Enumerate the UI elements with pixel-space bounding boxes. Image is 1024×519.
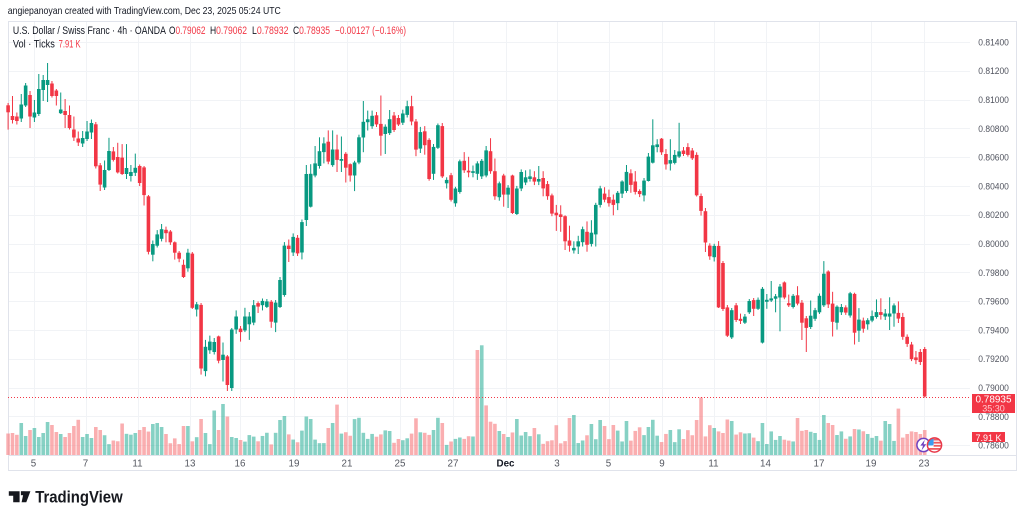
svg-text:21: 21 <box>342 458 353 469</box>
svg-text:L0.78932: L0.78932 <box>252 25 289 37</box>
svg-text:0.80600: 0.80600 <box>978 153 1009 164</box>
svg-text:9: 9 <box>659 458 664 469</box>
svg-text:−0.00127 (−0.16%): −0.00127 (−0.16%) <box>335 25 406 37</box>
svg-text:27: 27 <box>448 458 459 469</box>
svg-text:5: 5 <box>606 458 612 469</box>
svg-text:0.78935: 0.78935 <box>975 394 1012 405</box>
svg-text:0.79000: 0.79000 <box>978 383 1009 394</box>
svg-text:11: 11 <box>132 458 142 469</box>
svg-text:35:30: 35:30 <box>982 403 1005 413</box>
svg-text:0.80200: 0.80200 <box>978 210 1009 221</box>
svg-text:7.91 K: 7.91 K <box>975 432 1002 443</box>
svg-text:19: 19 <box>289 458 300 469</box>
svg-text:C0.78935: C0.78935 <box>293 25 330 37</box>
svg-text:3: 3 <box>554 458 560 469</box>
svg-text:25: 25 <box>395 458 406 469</box>
svg-text:0.80800: 0.80800 <box>978 124 1009 135</box>
svg-text:Vol · Ticks: Vol · Ticks <box>13 38 56 50</box>
svg-text:0.80400: 0.80400 <box>978 181 1009 192</box>
svg-text:19: 19 <box>866 458 877 469</box>
svg-text:13: 13 <box>185 458 196 469</box>
svg-text:17: 17 <box>814 458 825 469</box>
svg-text:0.79400: 0.79400 <box>978 325 1009 336</box>
svg-text:7: 7 <box>83 458 88 469</box>
svg-text:0.79800: 0.79800 <box>978 268 1009 279</box>
svg-text:U.S. Dollar / Swiss Franc · 4h: U.S. Dollar / Swiss Franc · 4h · OANDA <box>13 25 167 37</box>
svg-text:0.79600: 0.79600 <box>978 297 1009 308</box>
svg-text:0.81400: 0.81400 <box>978 37 1009 48</box>
svg-text:Dec: Dec <box>497 458 516 469</box>
svg-text:23: 23 <box>919 458 930 469</box>
svg-text:0.79200: 0.79200 <box>978 354 1009 365</box>
svg-text:0.80000: 0.80000 <box>978 239 1009 250</box>
svg-text:O0.79062: O0.79062 <box>169 25 206 37</box>
svg-text:angiepanoyan created with Trad: angiepanoyan created with TradingView.co… <box>8 5 281 17</box>
svg-text:7.91 K: 7.91 K <box>59 38 82 50</box>
svg-text:H0.79062: H0.79062 <box>210 25 247 37</box>
svg-text:0.78600: 0.78600 <box>978 441 1009 452</box>
svg-text:16: 16 <box>235 458 246 469</box>
svg-text:0.78800: 0.78800 <box>978 412 1009 423</box>
svg-text:14: 14 <box>760 458 771 469</box>
svg-text:0.81200: 0.81200 <box>978 66 1009 77</box>
svg-text:5: 5 <box>31 458 37 469</box>
svg-text:11: 11 <box>708 458 718 469</box>
svg-text:TradingView: TradingView <box>35 488 123 506</box>
svg-text:0.81000: 0.81000 <box>978 95 1009 106</box>
